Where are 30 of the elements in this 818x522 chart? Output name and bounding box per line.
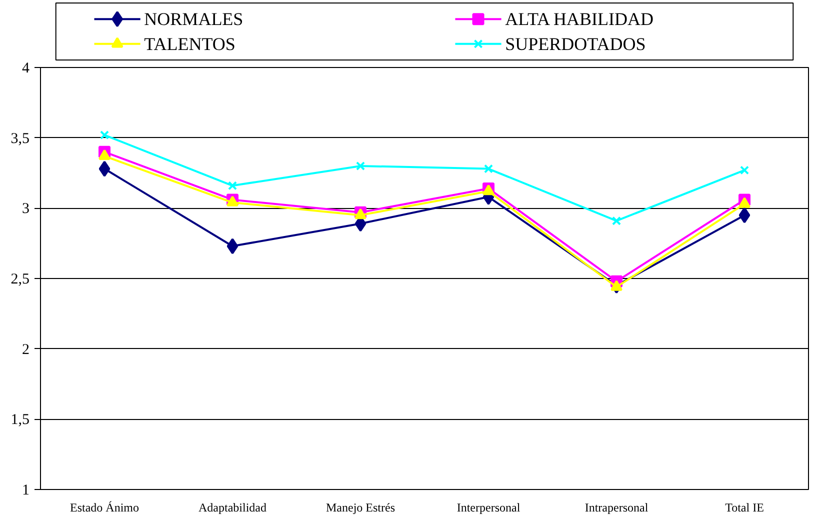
- point: [738, 207, 750, 224]
- point: [740, 166, 750, 175]
- legend-label: NORMALES: [144, 9, 244, 30]
- point: [356, 161, 366, 170]
- y-tick-label: 2: [22, 342, 30, 358]
- point: [484, 164, 494, 174]
- point: [98, 149, 110, 160]
- x-tick-label: Interpersonal: [456, 500, 521, 514]
- x-tick-label: Total IE: [725, 500, 764, 514]
- legend-label: ALTA HABILIDAD: [505, 9, 654, 30]
- point: [100, 130, 110, 140]
- point: [228, 181, 238, 190]
- y-tick-label: 1,5: [10, 412, 30, 428]
- x-tick-label: Intrapersonal: [584, 500, 649, 514]
- point: [98, 160, 110, 177]
- y-tick-label: 3: [22, 201, 30, 218]
- legend-label: SUPERDOTADOS: [505, 34, 646, 54]
- point: [612, 216, 622, 226]
- y-tick-label: 2,5: [10, 272, 30, 288]
- y-tick-label: 1: [22, 482, 30, 498]
- point: [738, 197, 750, 208]
- y-tick-label: 3,5: [10, 130, 30, 147]
- x-tick-label: Manejo Estrés: [326, 500, 396, 514]
- legend-label: TALENTOS: [144, 34, 236, 54]
- point: [610, 280, 622, 291]
- point: [226, 238, 238, 254]
- x-tick-label: Estado Ánimo: [70, 500, 140, 514]
- y-tick-label: 4: [22, 60, 30, 76]
- x-tick-label: Adaptabilidad: [198, 500, 266, 514]
- point: [482, 184, 494, 196]
